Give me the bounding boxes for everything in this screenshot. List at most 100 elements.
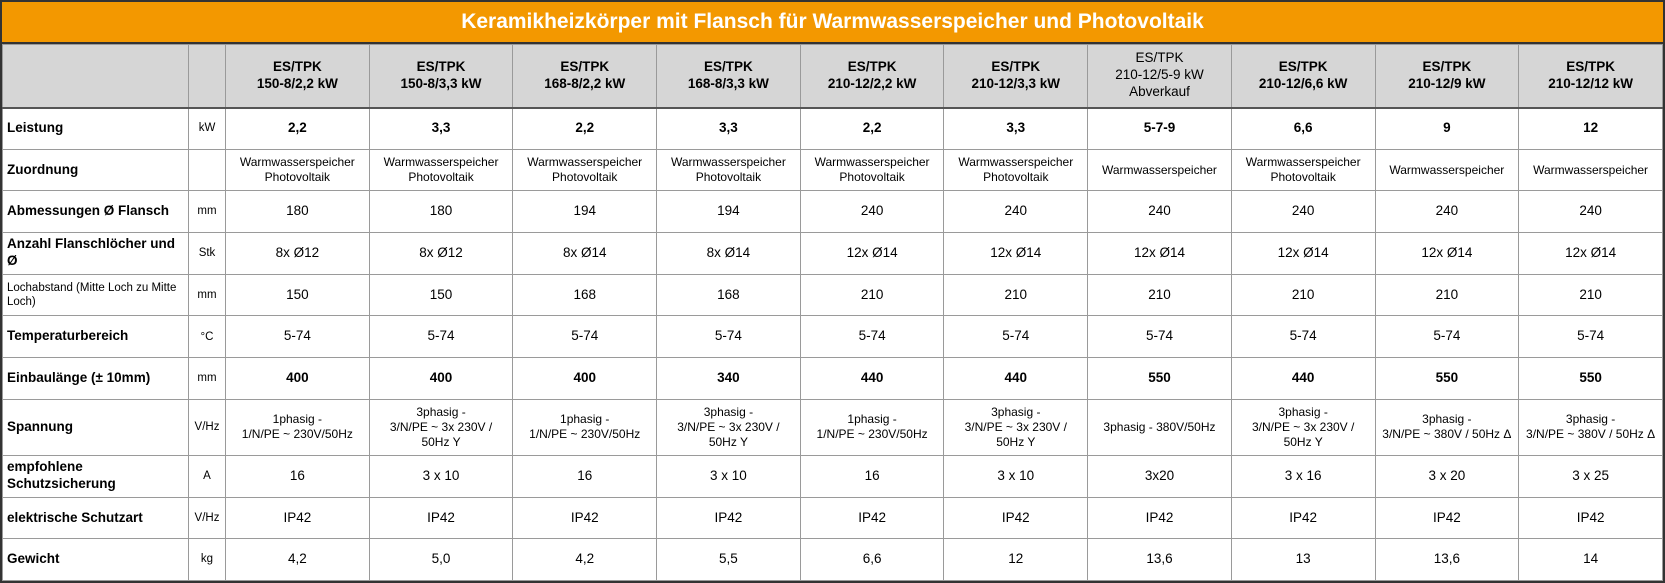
row-label: Zuordnung: [2, 148, 189, 192]
row-label: Gewicht: [2, 538, 189, 581]
unit-cell: V/Hz: [188, 398, 226, 456]
value-cell: 440: [1230, 357, 1376, 400]
value-cell: 2,2: [799, 107, 945, 150]
value-cell: 194: [656, 190, 801, 234]
value-cell: Warmwasserspeicher Photovoltaik: [512, 148, 658, 192]
value-cell: Warmwasserspeicher Photovoltaik: [225, 148, 370, 192]
column-header: ES/TPK 210-12/6,6 kW: [1230, 44, 1376, 109]
value-cell: 8x Ø14: [512, 232, 658, 275]
value-cell: 3phasig - 3/N/PE ~ 380V / 50Hz Δ: [1374, 398, 1520, 456]
value-cell: 8x Ø12: [225, 232, 370, 275]
table-row: elektrische Schutzart V/Hz IP42 IP42 IP42 IP4…: [2, 496, 1663, 540]
table-row: Abmessungen Ø Flansch mm 180 180 194 194 240 24…: [2, 190, 1663, 234]
spec-table: ES/TPK 150-8/2,2 kW ES/TPK 150-8/3,3 kW ES…: [2, 44, 1663, 581]
value-cell: 550: [1087, 357, 1232, 400]
value-cell: 240: [1374, 190, 1520, 234]
value-cell: 180: [225, 190, 370, 234]
value-cell: 12: [943, 538, 1089, 581]
value-cell: 3,3: [943, 107, 1089, 150]
row-label: Anzahl Flanschlöcher und Ø: [2, 232, 189, 275]
value-cell: Warmwasserspeicher Photovoltaik: [1230, 148, 1376, 192]
value-cell: 9: [1374, 107, 1520, 150]
value-cell: 4,2: [225, 538, 370, 581]
value-cell: Warmwasserspeicher Photovoltaik: [368, 148, 514, 192]
value-cell: 3 x 20: [1374, 454, 1520, 498]
value-cell: 14: [1518, 538, 1663, 581]
row-label: Lochabstand (Mitte Loch zu Mitte Loch): [2, 273, 189, 317]
value-cell: 1phasig - 1/N/PE ~ 230V/50Hz: [799, 398, 945, 456]
value-cell: 3,3: [656, 107, 801, 150]
value-cell: 5-74: [225, 315, 370, 359]
value-cell: Warmwasserspeicher Photovoltaik: [799, 148, 945, 192]
value-cell: 8x Ø14: [656, 232, 801, 275]
value-cell: 168: [512, 273, 658, 317]
column-header: ES/TPK 210-12/5-9 kW Abverkauf: [1087, 44, 1232, 109]
value-cell: 3 x 25: [1518, 454, 1663, 498]
value-cell: 3 x 10: [656, 454, 801, 498]
value-cell: IP42: [1518, 496, 1663, 540]
value-cell: 180: [368, 190, 514, 234]
value-cell: 340: [656, 357, 801, 400]
value-cell: 150: [368, 273, 514, 317]
value-cell: 12x Ø14: [1230, 232, 1376, 275]
column-header: ES/TPK 210-12/2,2 kW: [799, 44, 945, 109]
value-cell: 16: [799, 454, 945, 498]
value-cell: IP42: [1230, 496, 1376, 540]
value-cell: 12x Ø14: [799, 232, 945, 275]
column-header: ES/TPK 210-12/12 kW: [1518, 44, 1663, 109]
value-cell: 550: [1374, 357, 1520, 400]
value-cell: 3,3: [368, 107, 514, 150]
unit-cell: V/Hz: [188, 496, 226, 540]
value-cell: IP42: [656, 496, 801, 540]
row-label: elektrische Schutzart: [2, 496, 189, 540]
table-row: Temperaturbereich °C 5-74 5-74 5-74 5-74 5-74 5…: [2, 315, 1663, 359]
value-cell: IP42: [799, 496, 945, 540]
row-label: Abmessungen Ø Flansch: [2, 190, 189, 234]
value-cell: Warmwasserspeicher Photovoltaik: [943, 148, 1089, 192]
value-cell: 3 x 10: [943, 454, 1089, 498]
value-cell: 5-74: [1230, 315, 1376, 359]
value-cell: 5-74: [799, 315, 945, 359]
value-cell: 1phasig - 1/N/PE ~ 230V/50Hz: [512, 398, 658, 456]
row-label: Einbaulänge (± 10mm): [2, 357, 189, 400]
value-cell: Warmwasserspeicher Photovoltaik: [656, 148, 801, 192]
value-cell: 240: [1518, 190, 1663, 234]
value-cell: 210: [1230, 273, 1376, 317]
value-cell: 5-74: [1374, 315, 1520, 359]
value-cell: 5-74: [368, 315, 514, 359]
value-cell: 240: [799, 190, 945, 234]
value-cell: 400: [225, 357, 370, 400]
value-cell: 440: [799, 357, 945, 400]
value-cell: 3phasig - 3/N/PE ~ 3x 230V / 50Hz Y: [943, 398, 1089, 456]
value-cell: 400: [512, 357, 658, 400]
unit-cell: °C: [188, 315, 226, 359]
value-cell: 240: [1087, 190, 1232, 234]
value-cell: IP42: [368, 496, 514, 540]
value-cell: 13: [1230, 538, 1376, 581]
header-empty: [2, 44, 189, 109]
unit-cell: mm: [188, 190, 226, 234]
value-cell: 210: [943, 273, 1089, 317]
value-cell: 3 x 16: [1230, 454, 1376, 498]
unit-cell: [188, 148, 226, 192]
value-cell: 3phasig - 3/N/PE ~ 3x 230V / 50Hz Y: [368, 398, 514, 456]
value-cell: 3 x 10: [368, 454, 514, 498]
value-cell: 8x Ø12: [368, 232, 514, 275]
value-cell: 5-74: [943, 315, 1089, 359]
column-header: ES/TPK 150-8/3,3 kW: [368, 44, 514, 109]
value-cell: 16: [225, 454, 370, 498]
value-cell: 6,6: [1230, 107, 1376, 150]
value-cell: IP42: [225, 496, 370, 540]
row-label: Temperaturbereich: [2, 315, 189, 359]
value-cell: 210: [799, 273, 945, 317]
value-cell: 3phasig - 3/N/PE ~ 380V / 50Hz Δ: [1518, 398, 1663, 456]
value-cell: 3phasig - 3/N/PE ~ 3x 230V / 50Hz Y: [1230, 398, 1376, 456]
value-cell: 440: [943, 357, 1089, 400]
value-cell: IP42: [1087, 496, 1232, 540]
value-cell: IP42: [1374, 496, 1520, 540]
title-bar: Keramikheizkörper mit Flansch für Warmwa…: [2, 2, 1663, 44]
value-cell: 12x Ø14: [943, 232, 1089, 275]
value-cell: 210: [1374, 273, 1520, 317]
